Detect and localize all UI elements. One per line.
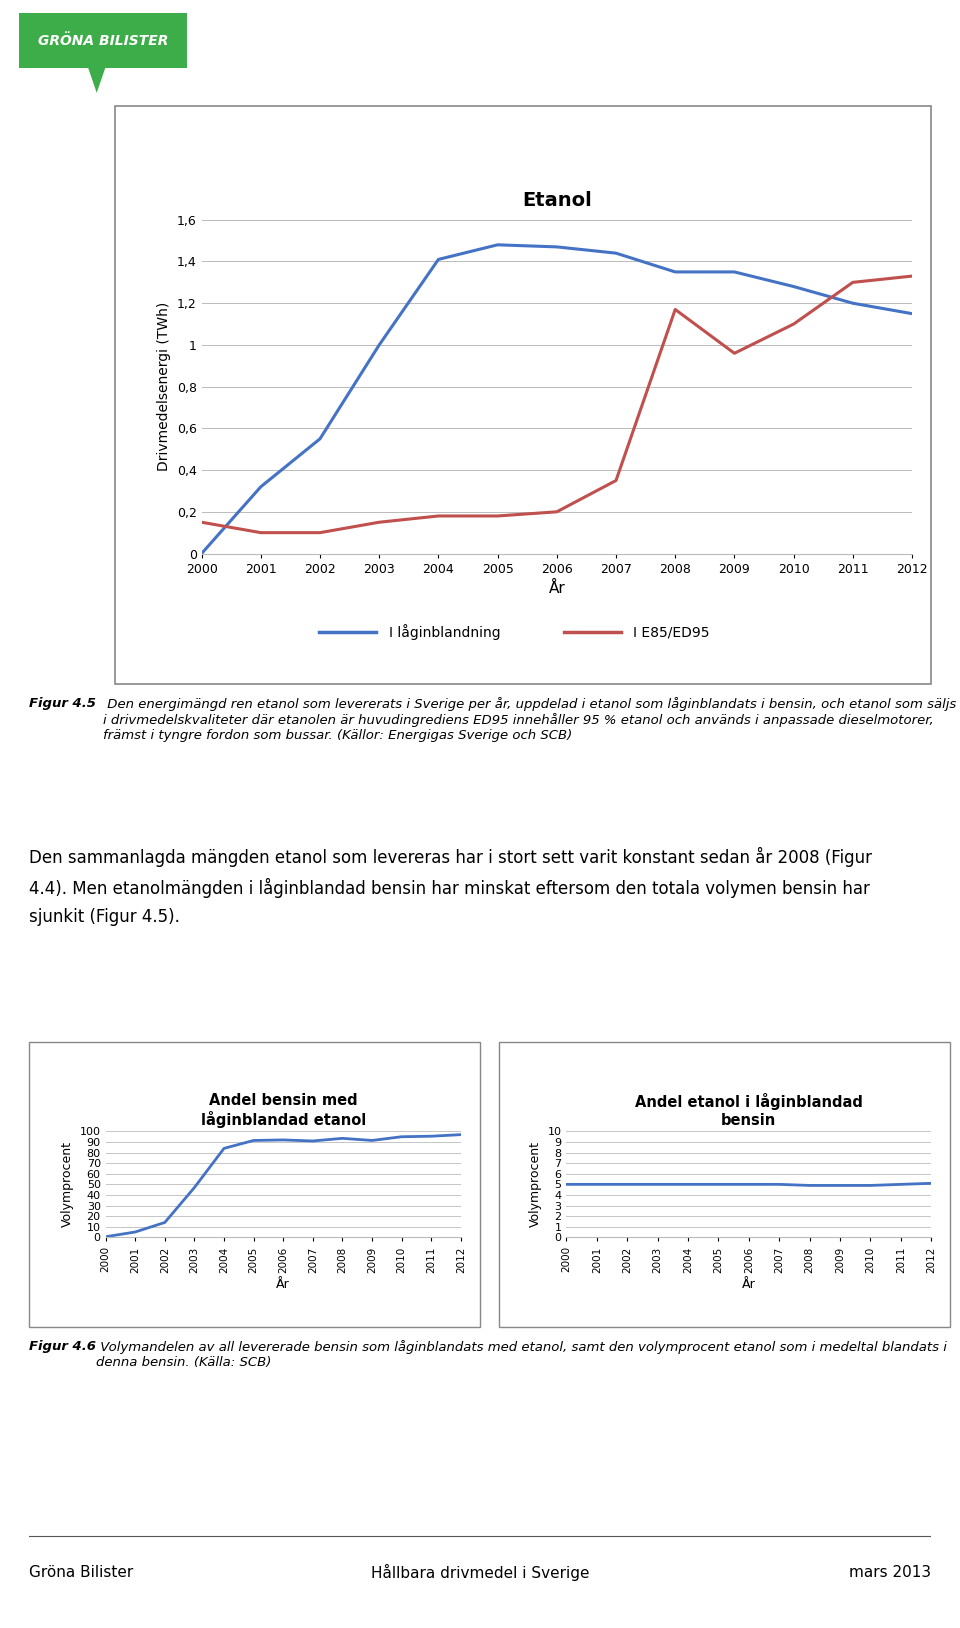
X-axis label: År: År [276, 1278, 290, 1291]
X-axis label: År: År [548, 581, 565, 596]
Y-axis label: Volymprocent: Volymprocent [529, 1141, 542, 1228]
Title: Andel etanol i låginblandad
bensin: Andel etanol i låginblandad bensin [635, 1092, 863, 1128]
Text: Den sammanlagda mängden etanol som levereras har i stort sett varit konstant sed: Den sammanlagda mängden etanol som lever… [29, 847, 872, 926]
Text: I E85/ED95: I E85/ED95 [634, 625, 709, 640]
X-axis label: År: År [742, 1278, 756, 1291]
Polygon shape [86, 63, 107, 93]
Text: GRÖNA BILISTER: GRÖNA BILISTER [38, 34, 168, 47]
Text: Gröna Bilister: Gröna Bilister [29, 1565, 133, 1581]
Y-axis label: Volymprocent: Volymprocent [61, 1141, 74, 1228]
Title: Etanol: Etanol [522, 190, 591, 210]
Text: Volymandelen av all levererade bensin som låginblandats med etanol, samt den vol: Volymandelen av all levererade bensin so… [96, 1340, 948, 1369]
FancyBboxPatch shape [11, 10, 196, 72]
Text: mars 2013: mars 2013 [849, 1565, 931, 1581]
Title: Andel bensin med
låginblandad etanol: Andel bensin med låginblandad etanol [201, 1092, 366, 1128]
Text: Den energimängd ren etanol som levererats i Sverige per år, uppdelad i etanol so: Den energimängd ren etanol som levererat… [103, 697, 956, 742]
Text: Figur 4.5: Figur 4.5 [29, 697, 96, 710]
Text: Hållbara drivmedel i Sverige: Hållbara drivmedel i Sverige [371, 1565, 589, 1581]
Text: Figur 4.6: Figur 4.6 [29, 1340, 96, 1353]
Text: I låginblandning: I låginblandning [389, 625, 500, 640]
Y-axis label: Drivmedelsenergi (TWh): Drivmedelsenergi (TWh) [157, 303, 171, 470]
